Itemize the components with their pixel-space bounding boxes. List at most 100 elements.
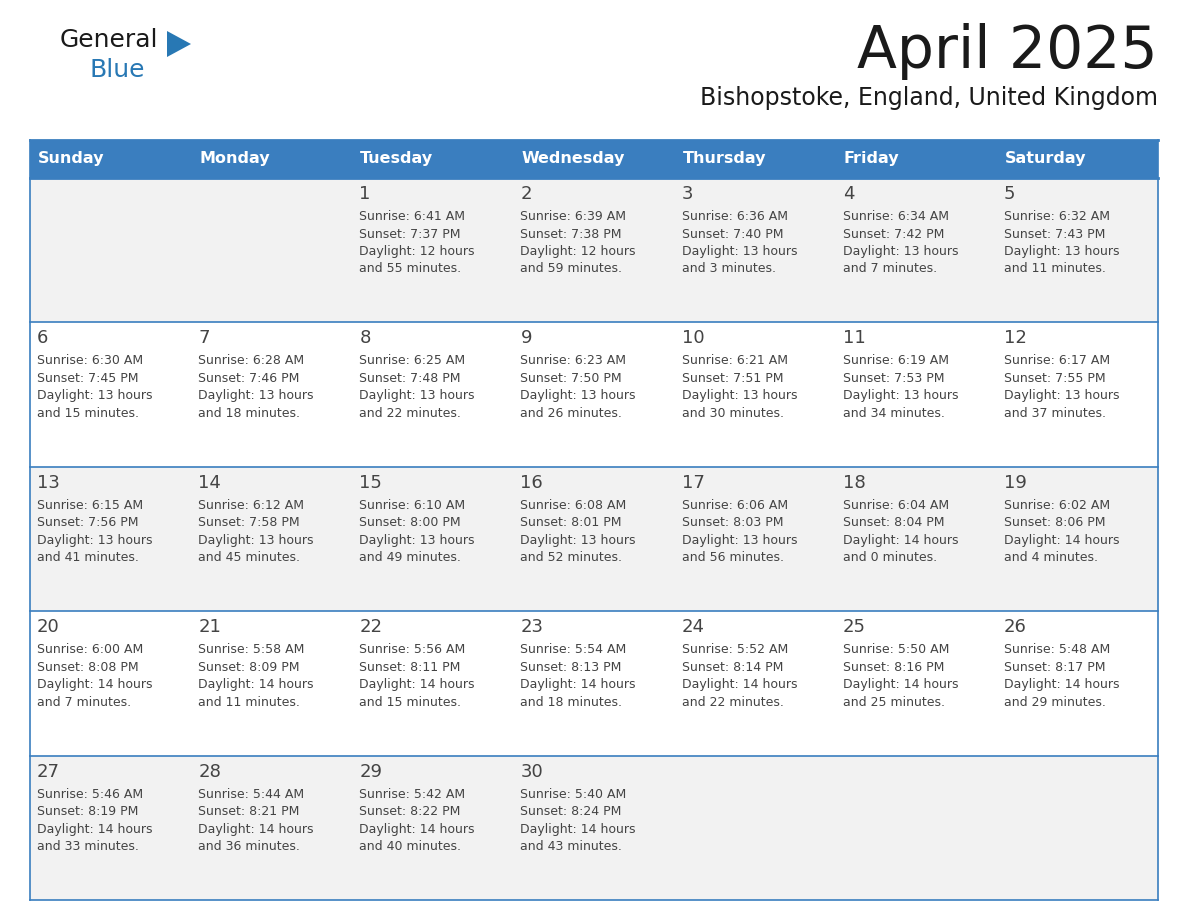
Text: Sunrise: 6:17 AM: Sunrise: 6:17 AM: [1004, 354, 1110, 367]
Text: Saturday: Saturday: [1005, 151, 1086, 166]
Text: 25: 25: [842, 618, 866, 636]
Text: 6: 6: [37, 330, 49, 347]
Text: Sunrise: 6:30 AM: Sunrise: 6:30 AM: [37, 354, 143, 367]
Text: General: General: [61, 28, 158, 52]
Bar: [997, 611, 1158, 756]
Text: and 45 minutes.: and 45 minutes.: [198, 552, 301, 565]
Text: Daylight: 14 hours: Daylight: 14 hours: [842, 533, 959, 547]
Bar: [513, 466, 675, 611]
Bar: [191, 322, 353, 466]
Text: Sunrise: 5:52 AM: Sunrise: 5:52 AM: [682, 644, 788, 656]
Text: Daylight: 13 hours: Daylight: 13 hours: [842, 245, 959, 258]
Text: Tuesday: Tuesday: [360, 151, 434, 166]
Bar: [675, 611, 835, 756]
Bar: [191, 611, 353, 756]
Text: Sunset: 7:58 PM: Sunset: 7:58 PM: [198, 516, 299, 530]
Text: and 33 minutes.: and 33 minutes.: [37, 840, 139, 853]
Bar: [997, 178, 1158, 322]
Text: Sunrise: 5:44 AM: Sunrise: 5:44 AM: [198, 788, 304, 800]
Text: Sunrise: 5:42 AM: Sunrise: 5:42 AM: [359, 788, 466, 800]
Text: 29: 29: [359, 763, 383, 780]
Text: Daylight: 13 hours: Daylight: 13 hours: [682, 245, 797, 258]
Text: 28: 28: [198, 763, 221, 780]
Text: and 4 minutes.: and 4 minutes.: [1004, 552, 1098, 565]
Text: Sunset: 8:16 PM: Sunset: 8:16 PM: [842, 661, 944, 674]
Text: Daylight: 13 hours: Daylight: 13 hours: [359, 389, 475, 402]
Text: Daylight: 14 hours: Daylight: 14 hours: [682, 678, 797, 691]
Text: Sunrise: 6:32 AM: Sunrise: 6:32 AM: [1004, 210, 1110, 223]
Text: and 18 minutes.: and 18 minutes.: [520, 696, 623, 709]
Text: Sunset: 8:11 PM: Sunset: 8:11 PM: [359, 661, 461, 674]
Text: Sunset: 8:08 PM: Sunset: 8:08 PM: [37, 661, 139, 674]
Bar: [353, 611, 513, 756]
Text: 14: 14: [198, 474, 221, 492]
Text: Daylight: 14 hours: Daylight: 14 hours: [37, 823, 152, 835]
Text: Sunrise: 5:46 AM: Sunrise: 5:46 AM: [37, 788, 143, 800]
Text: Daylight: 14 hours: Daylight: 14 hours: [1004, 678, 1119, 691]
Text: and 15 minutes.: and 15 minutes.: [37, 407, 139, 420]
Text: 11: 11: [842, 330, 866, 347]
Text: 15: 15: [359, 474, 383, 492]
Text: Sunrise: 6:08 AM: Sunrise: 6:08 AM: [520, 498, 627, 512]
Bar: [513, 178, 675, 322]
Text: and 22 minutes.: and 22 minutes.: [359, 407, 461, 420]
Text: Sunset: 8:13 PM: Sunset: 8:13 PM: [520, 661, 621, 674]
Text: and 30 minutes.: and 30 minutes.: [682, 407, 784, 420]
Bar: [675, 322, 835, 466]
Bar: [997, 466, 1158, 611]
Text: Daylight: 14 hours: Daylight: 14 hours: [198, 823, 314, 835]
Bar: [835, 756, 997, 900]
Text: Sunrise: 6:23 AM: Sunrise: 6:23 AM: [520, 354, 626, 367]
Text: 16: 16: [520, 474, 543, 492]
Text: Sunset: 8:17 PM: Sunset: 8:17 PM: [1004, 661, 1105, 674]
Text: Wednesday: Wednesday: [522, 151, 625, 166]
Text: Thursday: Thursday: [683, 151, 766, 166]
Text: Sunset: 7:38 PM: Sunset: 7:38 PM: [520, 228, 623, 241]
Text: Sunrise: 6:41 AM: Sunrise: 6:41 AM: [359, 210, 466, 223]
Text: Sunrise: 6:25 AM: Sunrise: 6:25 AM: [359, 354, 466, 367]
Text: 17: 17: [682, 474, 704, 492]
Bar: [513, 322, 675, 466]
Bar: [835, 466, 997, 611]
Text: and 37 minutes.: and 37 minutes.: [1004, 407, 1106, 420]
Bar: [30, 466, 191, 611]
Text: and 36 minutes.: and 36 minutes.: [198, 840, 301, 853]
Text: and 3 minutes.: and 3 minutes.: [682, 263, 776, 275]
Text: Sunrise: 6:15 AM: Sunrise: 6:15 AM: [37, 498, 143, 512]
Text: Sunrise: 5:58 AM: Sunrise: 5:58 AM: [198, 644, 304, 656]
Text: and 22 minutes.: and 22 minutes.: [682, 696, 783, 709]
Text: 1: 1: [359, 185, 371, 203]
Bar: [30, 178, 191, 322]
Text: Sunrise: 5:40 AM: Sunrise: 5:40 AM: [520, 788, 627, 800]
Text: Sunrise: 6:12 AM: Sunrise: 6:12 AM: [198, 498, 304, 512]
Bar: [997, 140, 1158, 178]
Bar: [513, 756, 675, 900]
Text: Sunrise: 6:10 AM: Sunrise: 6:10 AM: [359, 498, 466, 512]
Text: 22: 22: [359, 618, 383, 636]
Text: Sunset: 8:00 PM: Sunset: 8:00 PM: [359, 516, 461, 530]
Text: and 34 minutes.: and 34 minutes.: [842, 407, 944, 420]
Text: Sunset: 8:03 PM: Sunset: 8:03 PM: [682, 516, 783, 530]
Text: Daylight: 14 hours: Daylight: 14 hours: [1004, 533, 1119, 547]
Text: Sunrise: 6:39 AM: Sunrise: 6:39 AM: [520, 210, 626, 223]
Bar: [513, 140, 675, 178]
Bar: [30, 140, 191, 178]
Text: Daylight: 12 hours: Daylight: 12 hours: [359, 245, 475, 258]
Text: and 55 minutes.: and 55 minutes.: [359, 263, 461, 275]
Text: 12: 12: [1004, 330, 1026, 347]
Bar: [835, 140, 997, 178]
Text: Sunrise: 6:34 AM: Sunrise: 6:34 AM: [842, 210, 949, 223]
Text: Sunset: 8:22 PM: Sunset: 8:22 PM: [359, 805, 461, 818]
Polygon shape: [168, 31, 191, 57]
Text: 27: 27: [37, 763, 61, 780]
Bar: [191, 756, 353, 900]
Bar: [353, 756, 513, 900]
Text: and 7 minutes.: and 7 minutes.: [842, 263, 937, 275]
Text: Daylight: 13 hours: Daylight: 13 hours: [682, 533, 797, 547]
Text: and 49 minutes.: and 49 minutes.: [359, 552, 461, 565]
Bar: [191, 140, 353, 178]
Text: Sunset: 7:45 PM: Sunset: 7:45 PM: [37, 372, 139, 385]
Text: Daylight: 14 hours: Daylight: 14 hours: [842, 678, 959, 691]
Text: Sunrise: 6:19 AM: Sunrise: 6:19 AM: [842, 354, 949, 367]
Text: Sunrise: 6:04 AM: Sunrise: 6:04 AM: [842, 498, 949, 512]
